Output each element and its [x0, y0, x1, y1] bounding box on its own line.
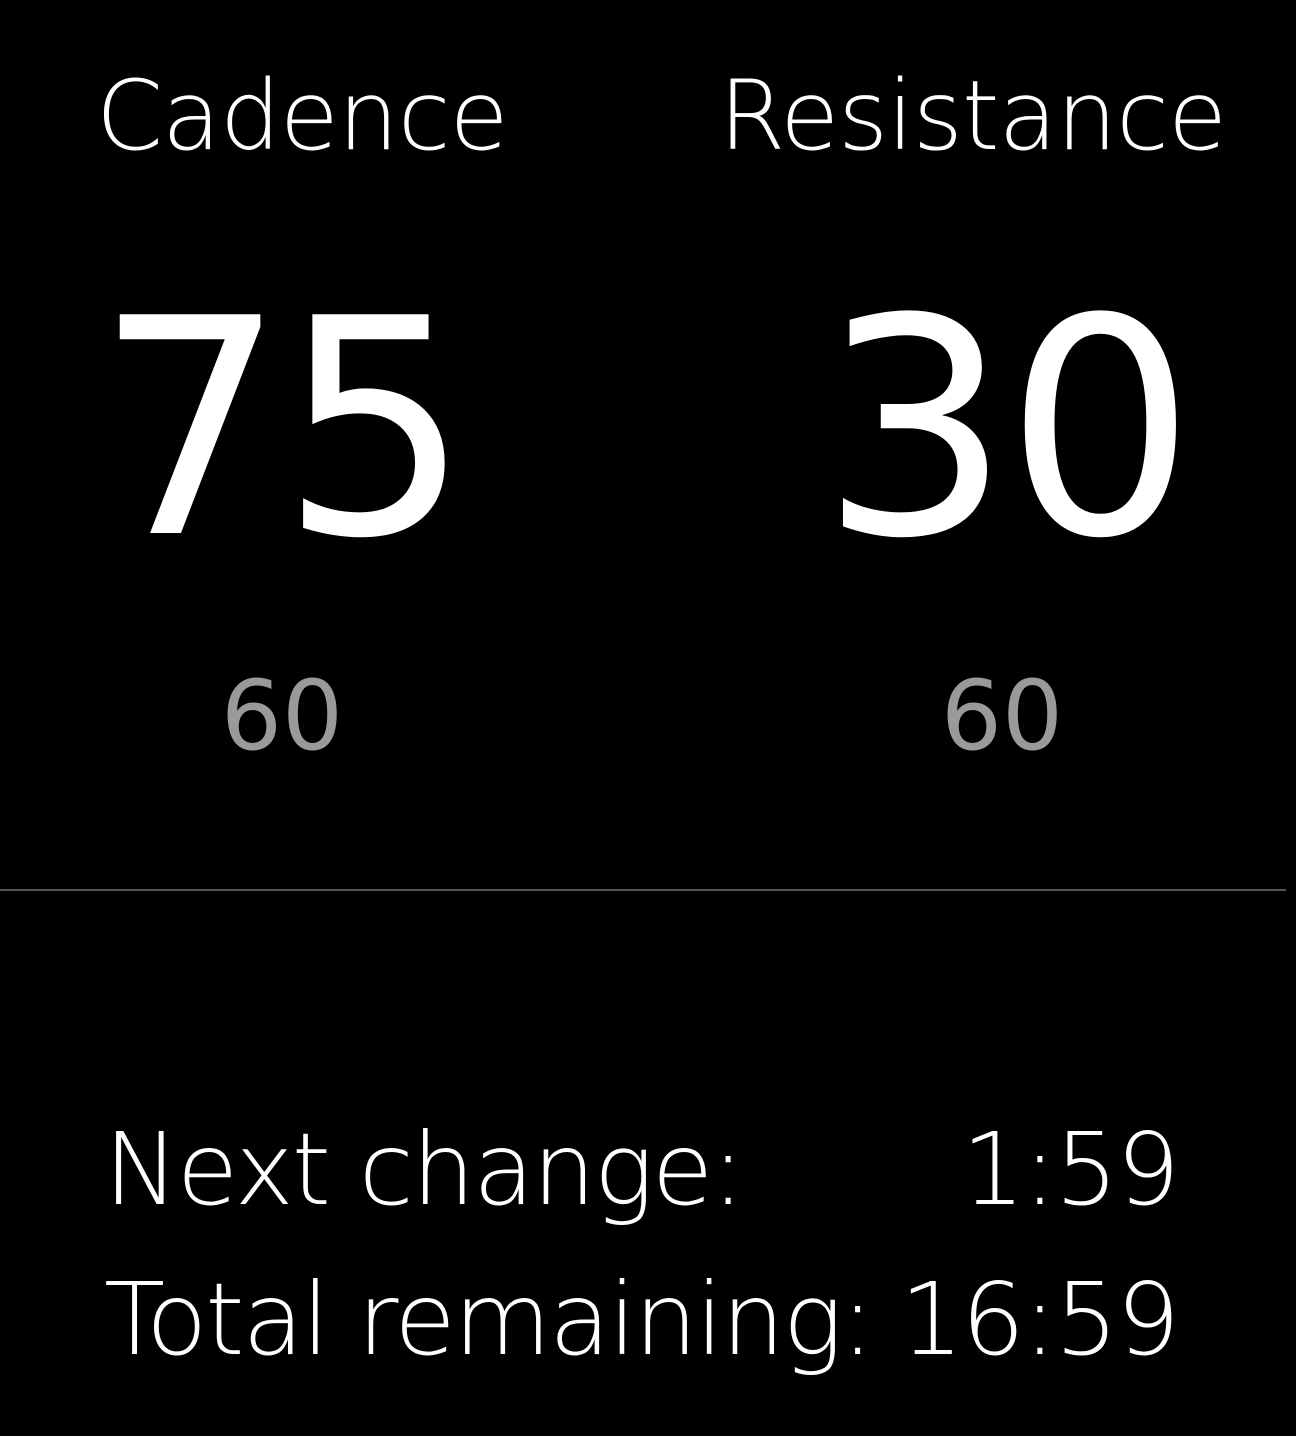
cadence-value: 75: [95, 255, 471, 604]
resistance-target: 60: [940, 660, 1064, 772]
resistance-value: 30: [820, 255, 1196, 604]
next-change-row: Next change: 1:59: [104, 1111, 1180, 1228]
next-change-time: 1:59: [961, 1111, 1180, 1228]
section-divider: [0, 889, 1286, 891]
resistance-label: Resistance: [718, 60, 1227, 172]
cadence-label: Cadence: [96, 60, 509, 172]
total-remaining-time: 16:59: [899, 1261, 1180, 1378]
next-change-label: Next change:: [104, 1111, 745, 1228]
total-remaining-row: Total remaining: 16:59: [104, 1261, 1180, 1378]
total-remaining-label: Total remaining:: [104, 1261, 874, 1378]
cadence-target: 60: [220, 660, 344, 772]
